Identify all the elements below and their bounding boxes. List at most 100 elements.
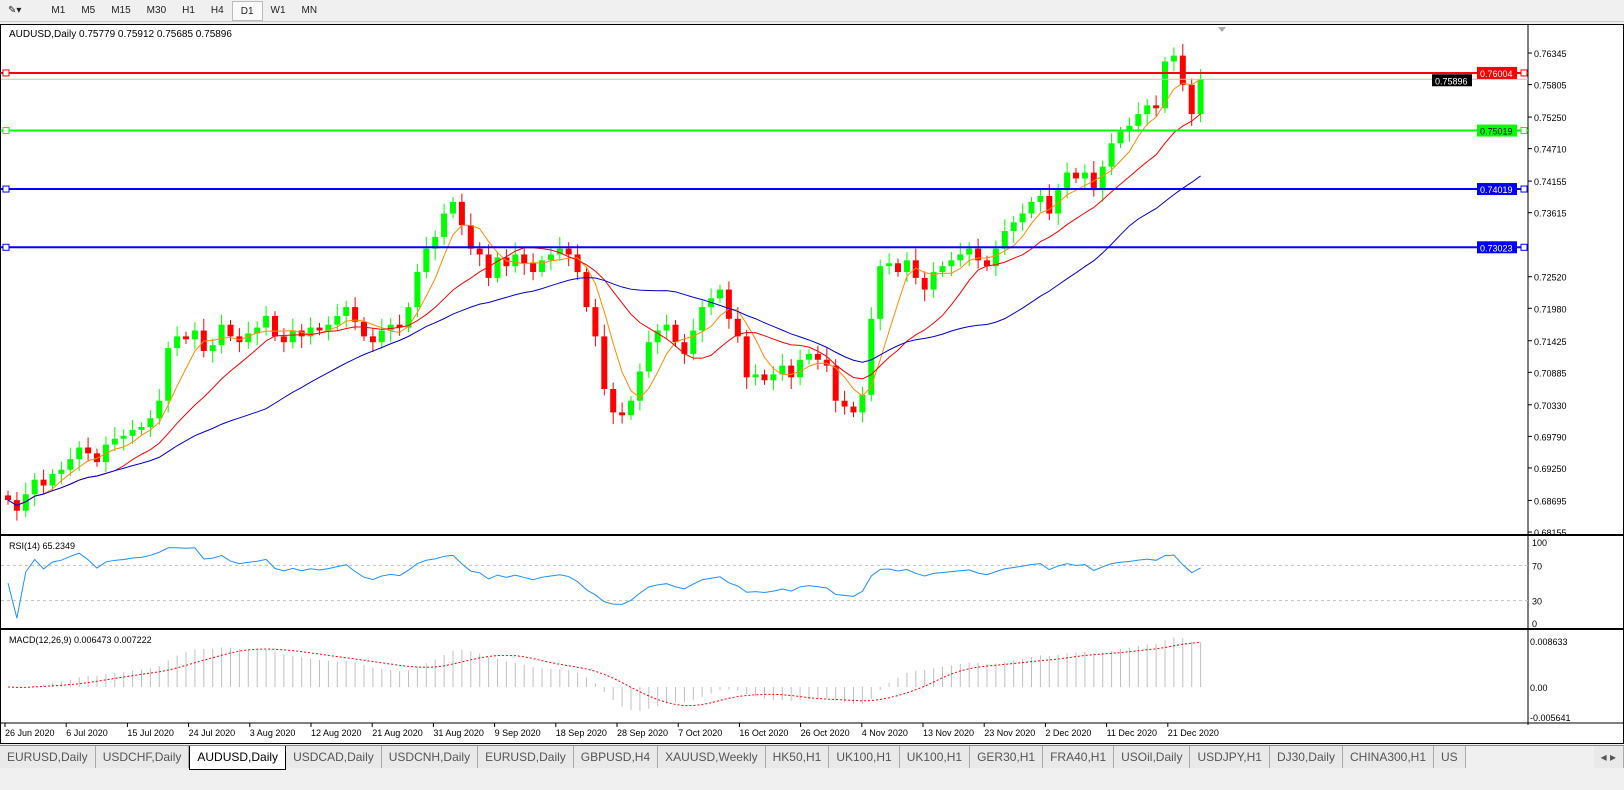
- chart-tab[interactable]: XAUUSD,Weekly: [658, 746, 766, 768]
- bear-candle: [725, 289, 732, 319]
- status-bar: [0, 770, 1624, 790]
- chart-tab[interactable]: EURUSD,Daily: [0, 746, 96, 768]
- bull-candle: [334, 315, 341, 325]
- bull-candle: [120, 435, 127, 439]
- bull-candle: [254, 327, 261, 334]
- price-tick-label: 0.76345: [1534, 49, 1567, 59]
- bull-candle: [770, 374, 777, 381]
- tab-scroll-arrows[interactable]: ◂ ▸: [1593, 746, 1624, 768]
- bull-candle: [797, 359, 804, 378]
- ma-mid-line: [7, 113, 1201, 506]
- level-handle: [2, 127, 10, 135]
- bull-candle: [539, 260, 545, 273]
- price-tick-label: 0.71980: [1534, 304, 1567, 314]
- chart-tab[interactable]: HK50,H1: [765, 746, 830, 768]
- chart-tab[interactable]: CHINA300,H1: [1342, 746, 1435, 768]
- bear-candle: [352, 307, 359, 322]
- drawing-tools-dropdown[interactable]: ✎▾: [8, 4, 22, 16]
- price-tick-label: 0.72520: [1534, 273, 1567, 283]
- rsi-line: [7, 547, 1201, 619]
- bear-candle: [5, 495, 11, 501]
- date-label: 18 Sep 2020: [556, 728, 607, 738]
- timeframe-m30[interactable]: M30: [146, 4, 167, 16]
- bull-candle: [1126, 125, 1133, 132]
- bull-candle: [948, 260, 955, 267]
- bull-candle: [494, 257, 501, 278]
- chart-tab[interactable]: USDJPY,H1: [1190, 746, 1270, 768]
- bull-candle: [1144, 105, 1151, 115]
- date-label: 7 Oct 2020: [678, 728, 722, 738]
- bull-candle: [343, 307, 350, 316]
- bull-candle: [1064, 172, 1071, 191]
- bull-candle: [1108, 143, 1115, 167]
- timeframe-h4[interactable]: H4: [210, 4, 224, 16]
- bull-candle: [414, 272, 421, 308]
- level-handle: [1520, 127, 1528, 135]
- chart-tab[interactable]: US: [1434, 746, 1466, 768]
- chart-tab[interactable]: EURUSD,Daily: [478, 746, 574, 768]
- chart-tab[interactable]: UK100,H1: [829, 746, 900, 768]
- bull-candle: [191, 330, 198, 340]
- level-price-label-bg: [1477, 241, 1517, 254]
- chart-tab[interactable]: GER30,H1: [970, 746, 1044, 768]
- bull-candle: [22, 494, 29, 511]
- bear-candle: [94, 453, 100, 463]
- bull-candle: [450, 201, 456, 214]
- chart-tab[interactable]: UK100,H1: [899, 746, 971, 768]
- bear-candle: [1188, 84, 1195, 115]
- chart-tab[interactable]: USDCHF,Daily: [95, 746, 190, 768]
- bull-candle: [209, 345, 216, 351]
- bear-candle: [619, 412, 626, 416]
- timeframe-d1[interactable]: D1: [231, 0, 263, 21]
- timeframe-toolbar: ✎▾ M1 M5 M15 M30 H1 H4 D1 W1 MN: [0, 0, 1624, 22]
- bull-candle: [174, 336, 181, 349]
- chart-tab[interactable]: FRA40,H1: [1043, 746, 1115, 768]
- chart-tab[interactable]: DJ30,Daily: [1269, 746, 1343, 768]
- chart-tab[interactable]: GBPUSD,H4: [573, 746, 659, 768]
- bear-candle: [1090, 172, 1097, 191]
- date-label: 15 Jul 2020: [127, 728, 174, 738]
- macd-tick-label: -0.005641: [1530, 713, 1571, 723]
- price-tick-label: 0.75805: [1534, 81, 1567, 91]
- bear-candle: [895, 263, 901, 273]
- bear-candle: [503, 257, 510, 267]
- chart-tab[interactable]: USDCNH,Daily: [381, 746, 479, 768]
- shift-marker-icon: [1218, 27, 1226, 32]
- timeframe-mn[interactable]: MN: [301, 4, 318, 16]
- bear-candle: [530, 263, 537, 273]
- bull-candle: [67, 459, 74, 470]
- date-label: 23 Nov 2020: [984, 728, 1035, 738]
- timeframe-m1[interactable]: M1: [51, 4, 66, 16]
- bear-candle: [601, 336, 608, 390]
- chart-window[interactable]: AUDUSD,Daily 0.75779 0.75912 0.75685 0.7…: [0, 24, 1624, 744]
- bull-candle: [903, 260, 910, 273]
- bull-candle: [512, 254, 519, 267]
- timeframe-w1[interactable]: W1: [270, 4, 286, 16]
- ma-fast-line: [7, 78, 1201, 506]
- bull-candle: [1019, 213, 1026, 223]
- price-tick-label: 0.74155: [1534, 177, 1567, 187]
- bull-candle: [245, 333, 252, 343]
- date-label: 16 Oct 2020: [739, 728, 788, 738]
- bull-candle: [58, 469, 65, 474]
- macd-tick-label: 0.00: [1530, 683, 1548, 693]
- chart-tab[interactable]: USDCAD,Daily: [286, 746, 382, 768]
- timeframe-m15[interactable]: M15: [111, 4, 131, 16]
- bull-candle: [49, 473, 56, 486]
- date-label: 4 Nov 2020: [862, 728, 908, 738]
- bear-candle: [485, 254, 492, 278]
- bid-price-label: 0.75896: [1435, 76, 1468, 86]
- chart-canvas[interactable]: AUDUSD,Daily 0.75779 0.75912 0.75685 0.7…: [1, 25, 1623, 743]
- bear-candle: [280, 336, 287, 343]
- bull-candle: [432, 236, 439, 249]
- bull-candle: [387, 324, 394, 331]
- chart-tab[interactable]: AUDUSD,Daily: [189, 746, 287, 770]
- date-label: 31 Aug 2020: [433, 728, 484, 738]
- chart-tab[interactable]: USOil,Daily: [1114, 746, 1191, 768]
- macd-tick-label: 0.008633: [1530, 637, 1568, 647]
- bull-candle: [992, 248, 999, 267]
- bull-candle: [663, 324, 670, 331]
- timeframe-m5[interactable]: M5: [81, 4, 96, 16]
- price-tick-label: 0.69250: [1534, 464, 1567, 474]
- timeframe-h1[interactable]: H1: [182, 4, 195, 16]
